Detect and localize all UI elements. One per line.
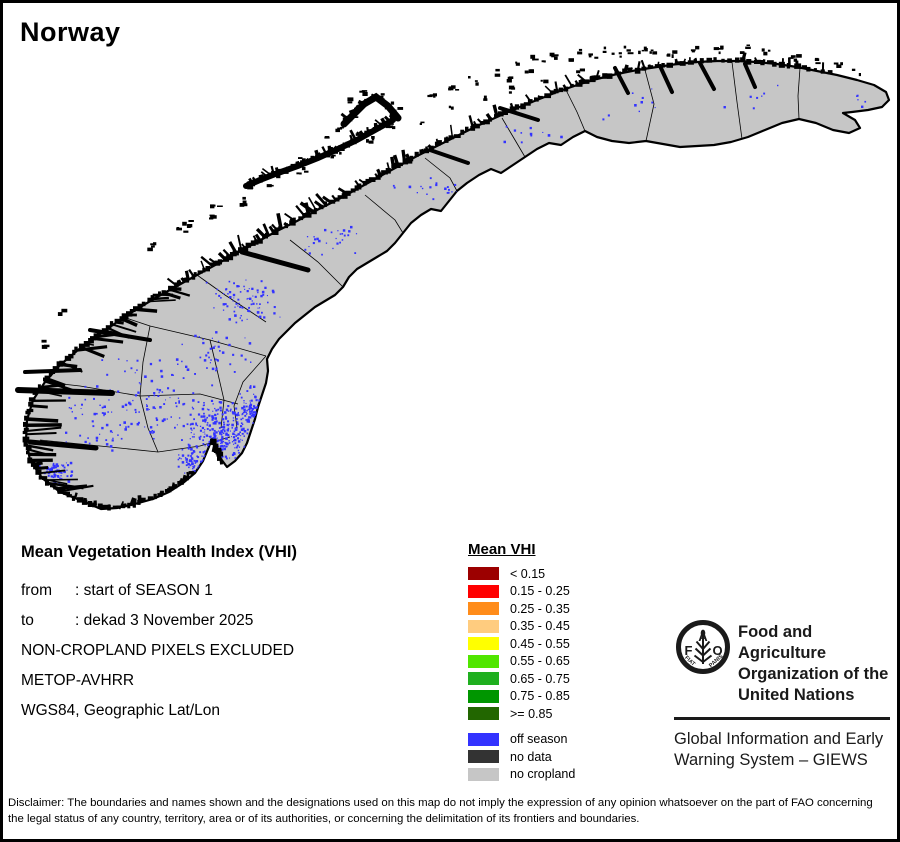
giews-name: Global Information and Early Warning Sys… xyxy=(674,729,890,772)
legend-swatch xyxy=(468,732,499,746)
page-title: Norway xyxy=(20,17,121,47)
legend-label: 0.25 - 0.35 xyxy=(510,601,570,616)
legend-swatch xyxy=(468,654,499,668)
legend-swatch xyxy=(468,767,499,781)
legend-swatch xyxy=(468,672,499,686)
legend-swatch xyxy=(468,619,499,633)
norway-vhi-map xyxy=(15,44,891,511)
fao-divider xyxy=(674,717,890,720)
legend-label: no cropland xyxy=(510,767,576,782)
giews-line2: Warning System – GIEWS xyxy=(674,751,868,769)
map-info-from: from : start of SEASON 1 xyxy=(21,576,297,606)
legend-item: no data xyxy=(468,748,575,766)
fao-org-line3: United Nations xyxy=(738,686,855,704)
fao-logo-letter-o: O xyxy=(712,643,722,658)
map-info-title: Mean Vegetation Health Index (VHI) xyxy=(21,543,297,561)
legend-label: off season xyxy=(510,732,568,747)
fao-logo-letter-f: F xyxy=(685,643,693,658)
legend-label: 0.65 - 0.75 xyxy=(510,671,570,686)
legend-item: 0.55 - 0.65 xyxy=(468,653,575,671)
to-label: to xyxy=(21,612,34,629)
from-value: : start of SEASON 1 xyxy=(75,582,213,599)
legend-label: 0.45 - 0.55 xyxy=(510,636,570,651)
legend-item: 0.75 - 0.85 xyxy=(468,688,575,706)
legend-item: >= 0.85 xyxy=(468,705,575,723)
legend-swatch xyxy=(468,567,499,581)
map-info-excluded: NON-CROPLAND PIXELS EXCLUDED xyxy=(21,642,295,659)
fao-org-name: Food and Agriculture Organization of the… xyxy=(738,618,890,706)
legend-label: 0.75 - 0.85 xyxy=(510,689,570,704)
legend-item: < 0.15 xyxy=(468,565,575,583)
disclaimer-text: Disclaimer: The boundaries and names sho… xyxy=(8,797,873,825)
to-value: : dekad 3 November 2025 xyxy=(75,612,254,629)
legend-swatch xyxy=(468,707,499,721)
legend-item: 0.25 - 0.35 xyxy=(468,600,575,618)
fao-org-line2: Organization of the xyxy=(738,665,889,683)
legend-item: 0.15 - 0.25 xyxy=(468,583,575,601)
map-info-sensor: METOP-AVHRR xyxy=(21,672,135,689)
map-info-to: to : dekad 3 November 2025 xyxy=(21,606,297,636)
fao-logo-letter-a: A xyxy=(698,629,708,644)
legend-label: 0.35 - 0.45 xyxy=(510,619,570,634)
legend-swatch xyxy=(468,602,499,616)
fao-org-line1: Food and Agriculture xyxy=(738,623,827,662)
fao-block: A F O FIAT PANIS Food and Agriculture Or… xyxy=(674,618,890,772)
legend-label: 0.15 - 0.25 xyxy=(510,584,570,599)
legend-item: no cropland xyxy=(468,766,575,784)
legend-label: 0.55 - 0.65 xyxy=(510,654,570,669)
map-info-projection: WGS84, Geographic Lat/Lon xyxy=(21,702,221,719)
legend-label: no data xyxy=(510,749,552,764)
fao-logo-icon: A F O FIAT PANIS xyxy=(676,620,730,674)
legend-item: off season xyxy=(468,731,575,749)
legend-gap xyxy=(468,723,575,731)
from-label: from xyxy=(21,582,52,599)
map-info-block: Mean Vegetation Health Index (VHI) from:… xyxy=(21,543,297,726)
legend-label: < 0.15 xyxy=(510,566,546,581)
legend-swatch xyxy=(468,637,499,651)
legend-item: 0.65 - 0.75 xyxy=(468,670,575,688)
legend-item: 0.45 - 0.55 xyxy=(468,635,575,653)
vhi-legend-extra-items: off season no data no cropland xyxy=(468,731,575,784)
legend-swatch xyxy=(468,750,499,764)
giews-line1: Global Information and Early xyxy=(674,729,884,748)
legend-item: 0.35 - 0.45 xyxy=(468,618,575,636)
vhi-legend: Mean VHI < 0.15 0.15 - 0.25 0.25 - 0.35 0.3… xyxy=(468,541,575,783)
legend-label: >= 0.85 xyxy=(510,706,553,721)
vhi-legend-items: < 0.15 0.15 - 0.25 0.25 - 0.35 0.35 - 0.45 0… xyxy=(468,565,575,723)
legend-swatch xyxy=(468,584,499,598)
legend-swatch xyxy=(468,689,499,703)
vhi-legend-title: Mean VHI xyxy=(468,541,536,558)
